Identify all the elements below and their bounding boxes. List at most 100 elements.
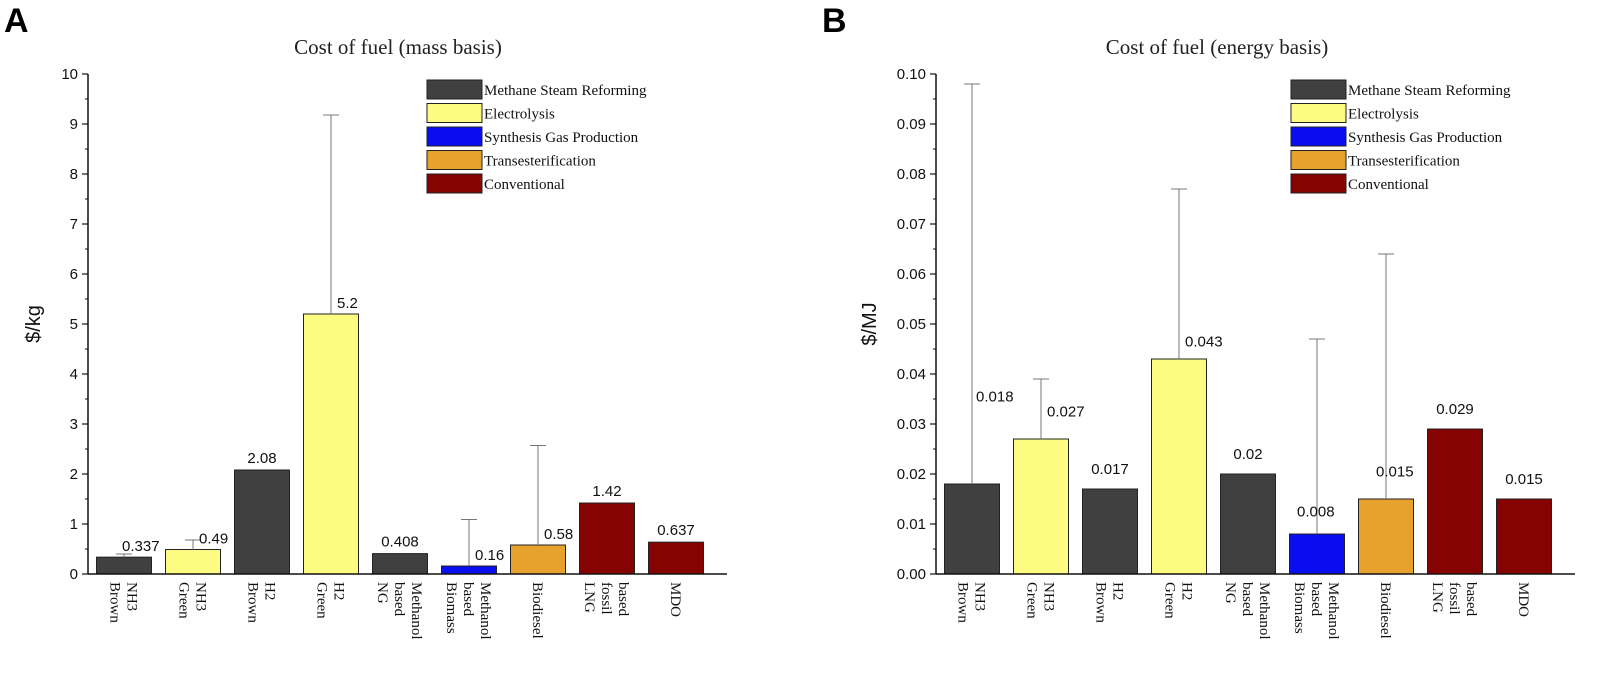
x-tick-label-line: Green [176,582,192,619]
x-tick-label-line: based [615,582,631,617]
y-tick-label: 1 [70,516,78,533]
x-tick-label-line: MDO [667,582,683,617]
x-tick-label: Brown NH3 [107,582,140,623]
y-tick-label: 0.00 [897,566,926,583]
x-tick-label: Brown H2 [245,582,278,623]
data-label: 0.015 [1376,464,1414,481]
x-tick-label-line: Biomass [443,582,459,634]
x-tick-label: Biomass based Methanol [1291,582,1341,640]
panel-b-legend: Methane Steam Reforming Electrolysis Synth… [1290,79,1511,194]
legend-swatch [426,173,483,194]
bar-mdo [648,541,704,575]
x-tick-label: MDO [1515,582,1531,617]
y-tick-label: 0.03 [897,416,926,433]
panel-a-y-ticks: 0 1 2 3 4 5 6 7 8 9 10 [61,66,88,583]
x-tick-label-line: NH3 [1041,582,1057,611]
data-label: 0.58 [544,526,573,543]
x-tick-label-line: Brown [245,582,261,623]
legend-swatch [1290,150,1347,170]
data-label: 0.017 [1091,461,1129,478]
legend-swatch [1290,126,1347,147]
data-label: 0.018 [976,389,1014,406]
data-label: 1.42 [592,483,621,500]
x-tick-label: MDO [667,582,683,617]
y-tick-label: 3 [70,416,78,433]
x-tick-label-line: Methanol [408,582,424,640]
bar-biodiesel [1358,498,1414,575]
legend-label: Conventional [484,177,565,193]
legend-swatch [1290,79,1347,100]
panel-b-y-axis-label: $/MJ [859,302,881,345]
bar-green-nh3 [1013,438,1069,575]
bar-green-nh3 [165,549,221,575]
panel-a-error-bars [116,114,546,566]
legend-swatch [1290,103,1347,123]
x-tick-label-line: Brown [107,582,123,623]
y-tick-label: 0.05 [897,316,926,333]
legend-label: Methane Steam Reforming [1348,83,1511,99]
x-tick-label-line: fossil [1446,582,1462,615]
panel-a-data-labels: 0.337 0.49 2.08 5.2 0.408 0.16 0.58 1.42 0.637 [122,295,695,564]
data-label: 0.49 [199,531,228,548]
bar-brown-nh3 [944,483,1000,575]
data-label: 0.027 [1047,404,1085,421]
y-tick-label: 0.09 [897,116,926,133]
data-label: 5.2 [337,295,358,312]
x-tick-label-line: Green [314,582,330,619]
legend-swatch [426,103,483,123]
bar-green-h2 [303,313,359,575]
x-tick-label-line: Methanol [1325,582,1341,640]
x-tick-label-line: LNG [581,582,597,613]
x-tick-label: Brown H2 [1093,582,1126,623]
legend-swatch [426,79,483,100]
y-tick-label: 0.10 [897,66,926,83]
x-tick-label-line: fossil [598,582,614,615]
legend-label: Transesterification [484,154,596,170]
panel-b-x-tick-labels: Brown NH3 Green NH3 Brown H2 Green H2 NG based Met… [955,582,1532,640]
bar-lng-fossil-based [579,502,635,575]
panel-b: B Cost of fuel (energy basis) $/MJ 0.000… [822,2,1575,640]
panel-a-letter: A [4,2,29,40]
legend-label: Conventional [1348,177,1429,193]
panel-a: A Cost of fuel (mass basis) $/kg 0 1 2 3 4 5 6… [4,2,727,640]
y-tick-label: 0.04 [897,366,926,383]
x-tick-label-line: MDO [1515,582,1531,617]
panel-b-title: Cost of fuel (energy basis) [1106,35,1328,59]
y-tick-label: 5 [70,316,78,333]
y-tick-label: 4 [70,366,78,383]
x-tick-label-line: Green [1162,582,1178,619]
legend-swatch [426,150,483,170]
y-tick-label: 0.07 [897,216,926,233]
bar-biodiesel [510,544,566,575]
x-tick-label: Biodiesel [529,582,545,639]
panel-a-axes [87,74,727,575]
panel-b-bars [944,358,1552,575]
y-tick-label: 7 [70,216,78,233]
bar-brown-h2 [1082,488,1138,575]
legend-label: Synthesis Gas Production [484,130,639,146]
data-label: 0.043 [1185,334,1223,351]
x-tick-label-line: based [1308,582,1324,617]
data-label: 0.637 [657,522,695,539]
y-tick-label: 0.06 [897,266,926,283]
x-tick-label-line: based [460,582,476,617]
x-tick-label: Green H2 [1162,582,1195,619]
x-tick-label-line: H2 [1110,582,1126,600]
bar-brown-h2 [234,469,290,575]
panel-a-bars [96,313,704,575]
x-tick-label: Brown NH3 [955,582,988,623]
data-label: 0.408 [381,534,419,551]
x-tick-label: Green NH3 [176,582,209,619]
data-label: 0.008 [1297,504,1335,521]
bar-biomass-based-methanol [441,565,497,575]
y-tick-label: 8 [70,166,78,183]
x-tick-label: LNG fossil based [581,582,631,617]
bar-ng-based-methanol [372,553,428,575]
panel-a-x-tick-labels: Brown NH3 Green NH3 Brown H2 Green H2 NG based Met… [107,582,684,640]
bar-mdo [1496,498,1552,575]
x-tick-label: NG based Methanol [1222,582,1272,640]
legend-label: Electrolysis [484,107,555,123]
x-tick-label: LNG fossil based [1429,582,1479,617]
y-tick-label: 9 [70,116,78,133]
